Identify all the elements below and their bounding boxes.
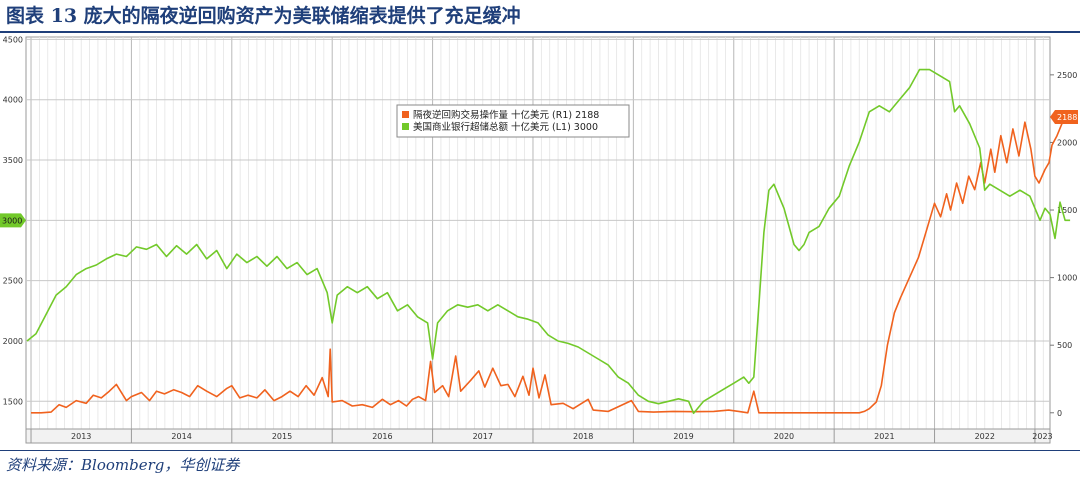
y-right-tick-label: 500: [1057, 341, 1072, 350]
line-chart: 1500 2000 2500 3000 3500 4000 4500 0 500 1000 150…: [0, 33, 1080, 449]
rrp-line: [31, 116, 1069, 414]
legend-entry: 隔夜逆回购交易操作量 十亿美元 (R1) 2188: [413, 109, 599, 121]
x-tick-label: 2021: [874, 432, 894, 441]
title-divider: [0, 31, 1080, 33]
rrp-last-value-badge: [1050, 110, 1078, 125]
series-layer: [26, 68, 1071, 415]
y-left-tick-label: 3500: [3, 156, 23, 165]
y-right-tick-label: 1000: [1057, 274, 1077, 283]
reserves-line: [26, 68, 1071, 415]
y-left-tick-label: 4500: [3, 35, 23, 44]
y-left-tick-label: 2500: [3, 277, 23, 286]
y-left-tick-label: 1500: [3, 397, 23, 406]
y-left-tick-label: 4000: [3, 96, 23, 105]
y-right-tick-label: 2500: [1057, 71, 1077, 80]
rrp-last-value-label: 2188: [1057, 113, 1077, 122]
chart-background: [0, 33, 1080, 449]
last-value-badges: 2188 3000: [0, 110, 1078, 228]
legend-swatch: [402, 123, 409, 130]
x-tick-label: 2023: [1032, 432, 1052, 441]
x-tick-label: 2015: [272, 432, 292, 441]
legend-swatch: [402, 111, 409, 118]
figure-title: 图表 13 庞大的隔夜逆回购资产为美联储缩表提供了充足缓冲: [6, 5, 521, 27]
x-tick-label: 2013: [71, 432, 91, 441]
x-tick-label: 2016: [372, 432, 392, 441]
x-tick-label: 2018: [573, 432, 593, 441]
x-tick-label: 2022: [975, 432, 995, 441]
x-tick-label: 2020: [774, 432, 794, 441]
x-tick-label: 2014: [171, 432, 191, 441]
y-right-tick-label: 2000: [1057, 138, 1077, 147]
x-tick-label: 2017: [473, 432, 493, 441]
footer-divider: [0, 450, 1080, 451]
legend-box: [396, 104, 630, 138]
x-tick-label: 2019: [673, 432, 693, 441]
reserves-last-value-badge: [0, 213, 26, 228]
y-left-tick-label: 2000: [3, 337, 23, 346]
y-right-tick-label: 0: [1057, 409, 1062, 418]
x-axis-band: [25, 428, 1051, 444]
y-right-tick-label: 1500: [1057, 206, 1077, 215]
grid: [25, 36, 1051, 430]
x-axis: 2013 2014 2015 2016 2017 2018 2019 2020 2021 2022…: [25, 428, 1053, 444]
legend-entry: 美国商业银行超储总额 十亿美元 (L1) 3000: [413, 121, 598, 133]
reserves-last-value-label: 3000: [2, 216, 22, 225]
source-note: 资料来源：Bloomberg，华创证券: [6, 456, 240, 474]
